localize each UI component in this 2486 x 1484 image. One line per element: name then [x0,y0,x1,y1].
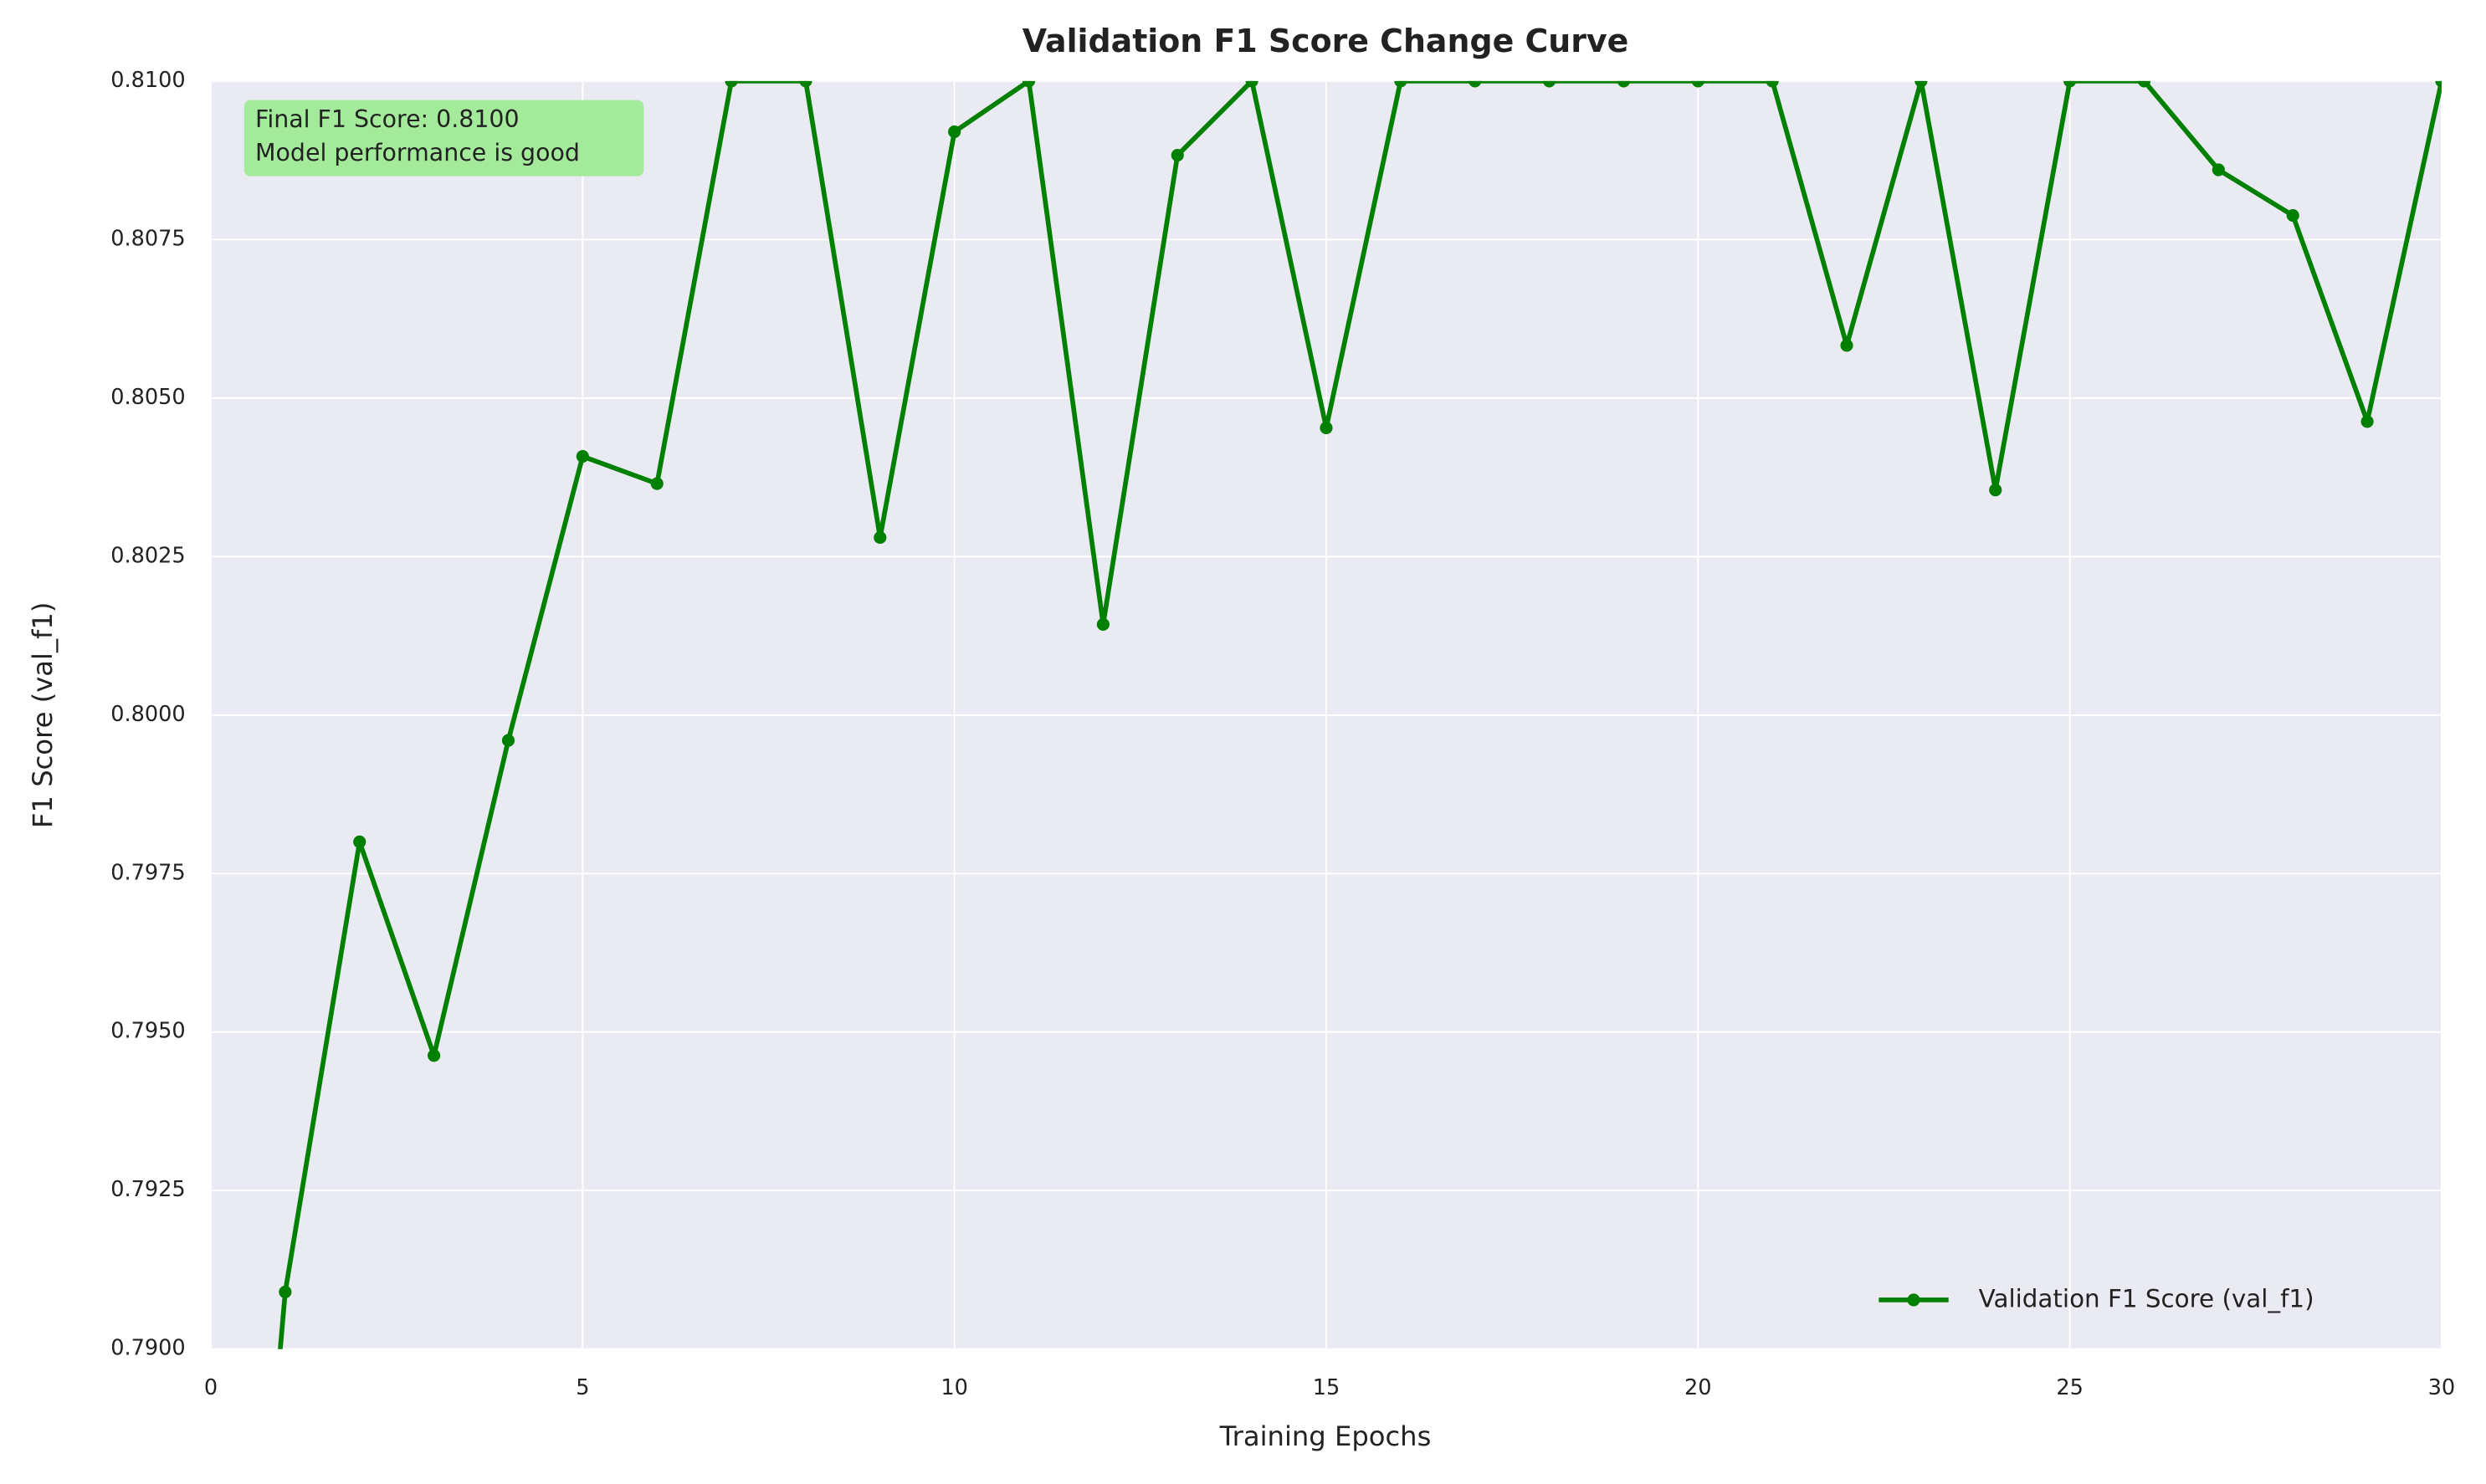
data-point [279,1285,292,1299]
y-tick-label: 0.7975 [110,860,185,885]
x-tick-label: 20 [1684,1375,1712,1400]
data-point [1766,80,1779,88]
annotation-box [243,100,644,177]
data-point [1469,80,1482,88]
data-point [1022,80,1036,88]
y-tick-label: 0.7925 [110,1177,185,1202]
annotation-text: Model performance is good [255,139,580,166]
x-tick-label: 0 [204,1375,218,1400]
annotation-text: Final F1 Score: 0.8100 [255,105,519,133]
x-tick-label: 10 [941,1375,968,1400]
legend-label: Validation F1 Score (val_f1) [1979,1284,2314,1313]
data-point [1914,80,1928,88]
x-tick-label: 15 [1313,1375,1340,1400]
data-point [1840,339,1853,352]
data-point [1691,80,1704,88]
chart-title: Validation F1 Score Change Curve [1023,23,1628,59]
data-point [2063,80,2077,88]
data-point [576,449,589,463]
y-tick-label: 0.8100 [110,68,185,93]
data-point [1542,80,1556,88]
y-tick-label: 0.8075 [110,226,185,251]
legend-marker [1907,1293,1920,1307]
x-axis-label: Training Epochs [1219,1420,1432,1452]
data-point [1171,148,1184,162]
y-axis-label: F1 Score (val_f1) [27,602,59,828]
data-point [799,80,812,88]
data-point [948,125,961,139]
y-tick-label: 0.8050 [110,385,185,410]
data-point [650,477,664,490]
data-point [428,1049,441,1062]
y-tick-label: 0.7900 [110,1336,185,1361]
data-point [501,734,515,747]
y-tick-label: 0.8025 [110,543,185,568]
data-point [2137,80,2151,88]
data-point [1394,80,1407,88]
data-point [2212,163,2225,177]
x-tick-label: 30 [2428,1375,2456,1400]
y-tick-label: 0.7950 [110,1019,185,1044]
x-tick-label: 25 [2056,1375,2084,1400]
data-point [1320,421,1333,435]
data-point [1617,80,1631,88]
data-point [1096,617,1110,631]
x-tick-label: 5 [576,1375,589,1400]
data-point [2435,80,2442,88]
data-point [725,80,738,88]
data-point [353,835,366,848]
data-point [874,530,887,545]
y-tick-label: 0.8000 [110,702,185,727]
data-point [1989,484,2002,497]
data-point [2286,208,2299,223]
data-point [2360,415,2374,428]
data-point [1245,80,1258,88]
